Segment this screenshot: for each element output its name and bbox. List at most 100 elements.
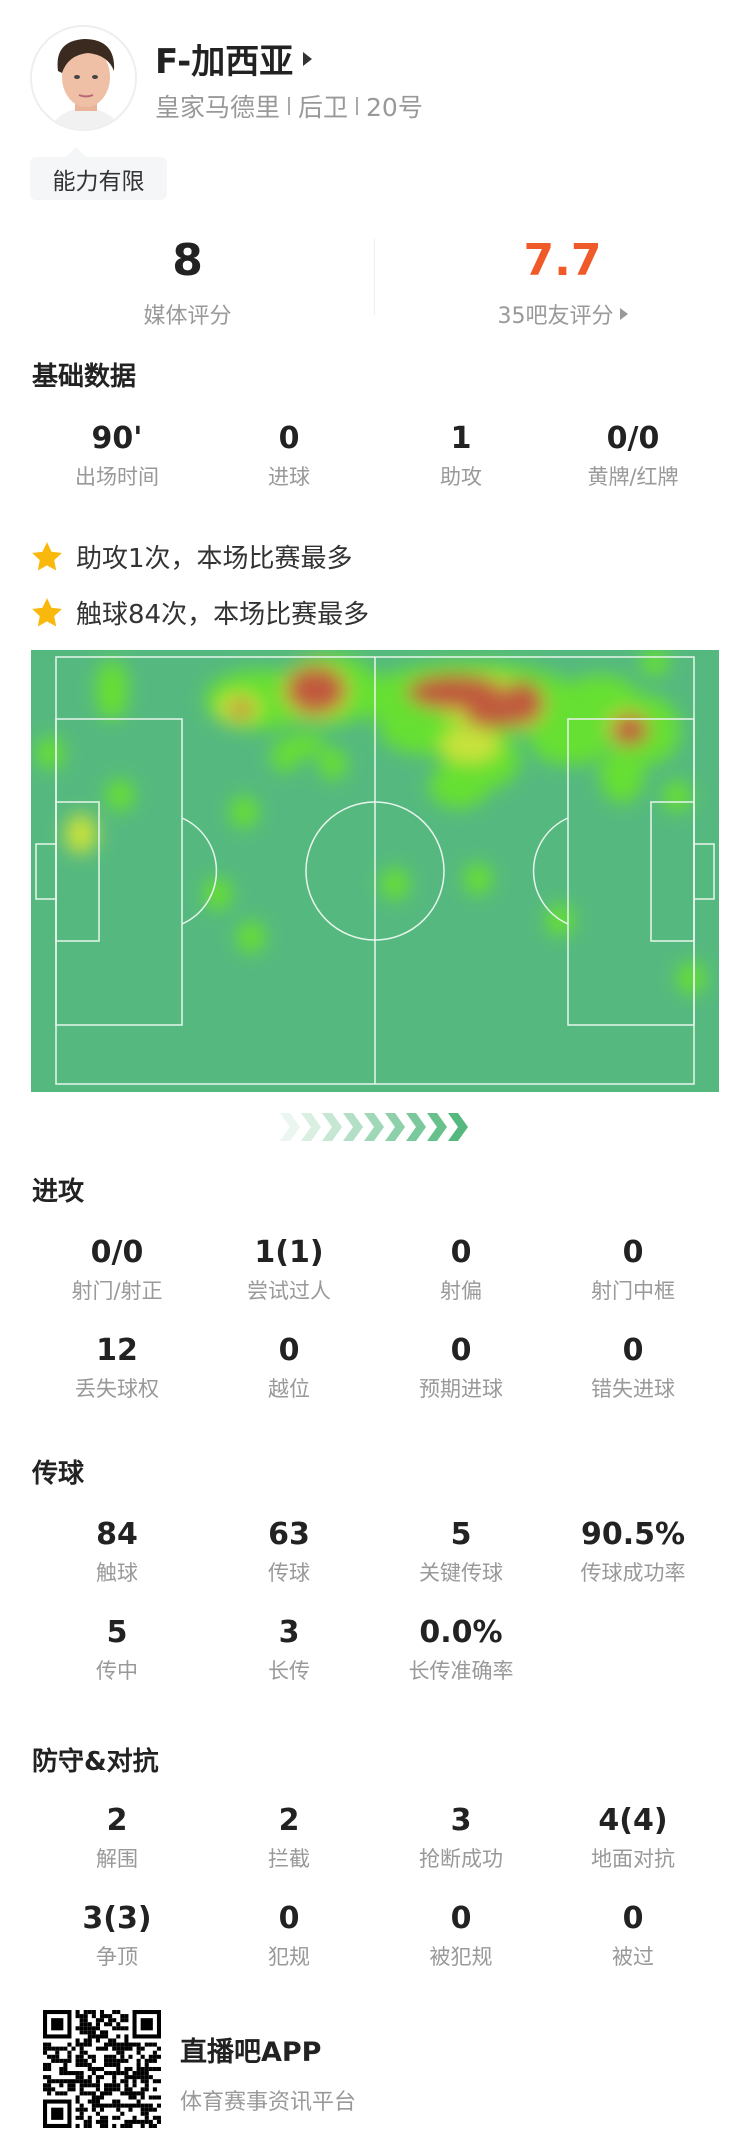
stat-item: 3 长传 xyxy=(203,1615,375,1713)
section-title-basic: 基础数据 xyxy=(32,362,137,392)
star-icon xyxy=(32,597,62,626)
heat-spot xyxy=(286,666,346,714)
stat-item: 3 抢断成功 xyxy=(375,1803,547,1901)
stat-value: 90.5% xyxy=(580,1517,686,1552)
section-title-passing: 传球 xyxy=(32,1459,85,1489)
stat-item: 0 射偏 xyxy=(375,1235,547,1333)
chevron-right-icon xyxy=(322,1113,342,1141)
stat-item: 0 预期进球 xyxy=(375,1333,547,1431)
heat-spot xyxy=(677,962,705,994)
heat-spot xyxy=(530,715,610,765)
stat-value: 5 xyxy=(450,1517,472,1552)
stat-item: 4(4) 地面对抗 xyxy=(547,1803,719,1901)
chevron-right-icon xyxy=(301,1113,321,1141)
stat-label: 抢断成功 xyxy=(419,1847,503,1871)
passing-stats: 84 触球 63 传球 5 关键传球 90.5% 传球成功率 5 传中 3 长传 0.0% 长传准确率 xyxy=(0,1517,750,1713)
stat-item: 0.0% 长传准确率 xyxy=(375,1615,547,1713)
stat-value: 1(1) xyxy=(254,1235,324,1270)
heat-spot xyxy=(96,660,128,720)
fan-rating-label: 35吧友评分 xyxy=(497,304,614,329)
app-slogan: 体育赛事资讯平台 xyxy=(180,2090,357,2115)
stat-value: 0 xyxy=(622,1901,644,1936)
stat-item: 0/0 黄牌/红牌 xyxy=(547,421,719,519)
stat-label: 丢失球权 xyxy=(75,1377,159,1401)
stat-label: 解围 xyxy=(96,1847,138,1871)
section-title-attack: 进攻 xyxy=(32,1177,85,1207)
stat-label: 拦截 xyxy=(268,1847,310,1871)
heat-spot xyxy=(464,863,492,895)
stat-label: 射偏 xyxy=(440,1279,482,1303)
stat-label: 越位 xyxy=(268,1377,310,1401)
chevron-right-icon xyxy=(427,1113,447,1141)
highlight-text: 触球84次，本场比赛最多 xyxy=(76,600,370,630)
stat-label: 射门中框 xyxy=(591,1279,675,1303)
chevron-right-icon xyxy=(343,1113,363,1141)
stat-value: 0 xyxy=(622,1333,644,1368)
stat-item: 5 传中 xyxy=(31,1615,203,1713)
heat-spot xyxy=(231,701,251,717)
player-name-link[interactable]: F-加西亚 xyxy=(155,34,313,83)
stat-label: 地面对抗 xyxy=(591,1847,675,1871)
stat-item: 2 解围 xyxy=(31,1803,203,1901)
highlight-item: 助攻1次，本场比赛最多 xyxy=(30,538,353,575)
stat-value: 0 xyxy=(450,1901,472,1936)
stat-value: 2 xyxy=(278,1803,300,1838)
heat-spot xyxy=(106,779,134,811)
media-rating-value: 8 xyxy=(172,235,203,286)
stat-label: 传中 xyxy=(96,1659,138,1683)
stat-item: 0/0 射门/射正 xyxy=(31,1235,203,1333)
heat-spot xyxy=(381,868,409,900)
stat-value: 0/0 xyxy=(90,1235,144,1270)
stat-value: 0/0 xyxy=(606,421,660,456)
player-avatar xyxy=(30,25,137,131)
stat-item: 2 拦截 xyxy=(203,1803,375,1901)
heat-spot xyxy=(285,733,325,757)
stat-item: 0 被犯规 xyxy=(375,1901,547,1999)
ability-tag: 能力有限 xyxy=(30,147,167,200)
stat-item: 90.5% 传球成功率 xyxy=(547,1517,719,1615)
stat-item: 0 犯规 xyxy=(203,1901,375,1999)
stat-value: 12 xyxy=(96,1333,138,1368)
stat-value: 3 xyxy=(278,1615,300,1650)
stat-label: 犯规 xyxy=(268,1945,310,1969)
stat-value: 5 xyxy=(106,1615,128,1650)
heat-spot xyxy=(465,701,525,729)
stat-item: 0 射门中框 xyxy=(547,1235,719,1333)
divider xyxy=(288,97,291,115)
stat-value: 0 xyxy=(278,1901,300,1936)
player-name: F-加西亚 xyxy=(155,42,294,82)
caret-right-icon xyxy=(619,308,628,320)
fan-rating-value: 7.7 xyxy=(523,235,602,286)
chevron-right-icon xyxy=(385,1113,405,1141)
position: 后卫 xyxy=(298,93,349,122)
stat-value: 63 xyxy=(268,1517,310,1552)
stat-value: 0 xyxy=(450,1333,472,1368)
app-name: 直播吧APP xyxy=(180,2037,322,2068)
heat-spot xyxy=(663,780,691,812)
heat-spot xyxy=(407,674,503,710)
caret-right-icon xyxy=(303,51,313,66)
stat-label: 尝试过人 xyxy=(247,1279,331,1303)
stat-label: 错失进球 xyxy=(591,1377,675,1401)
stat-value: 4(4) xyxy=(598,1803,668,1838)
stat-label: 出场时间 xyxy=(75,465,159,489)
basic-stats: 90' 出场时间 0 进球 1 助攻 0/0 黄牌/红牌 xyxy=(0,421,750,519)
star-icon xyxy=(32,541,62,570)
heat-spot xyxy=(612,714,648,746)
stat-item: 0 进球 xyxy=(203,421,375,519)
stat-value: 84 xyxy=(96,1517,138,1552)
stat-item: 0 被过 xyxy=(547,1901,719,1999)
stat-label: 争顶 xyxy=(96,1945,138,1969)
media-rating: 8 媒体评分 xyxy=(0,236,375,330)
heatmap-pitch xyxy=(31,650,719,1092)
attack-direction-arrows xyxy=(280,1113,468,1141)
stat-label: 助攻 xyxy=(440,465,482,489)
stat-value: 0.0% xyxy=(419,1615,503,1650)
stat-value: 0 xyxy=(278,1333,300,1368)
stat-label: 预期进球 xyxy=(419,1377,503,1401)
stat-value: 3(3) xyxy=(82,1901,152,1936)
fan-rating[interactable]: 7.7 35吧友评分 xyxy=(375,236,750,330)
section-title-defense: 防守&对抗 xyxy=(32,1747,159,1777)
heat-spot xyxy=(319,748,347,780)
chevron-right-icon xyxy=(448,1113,468,1141)
